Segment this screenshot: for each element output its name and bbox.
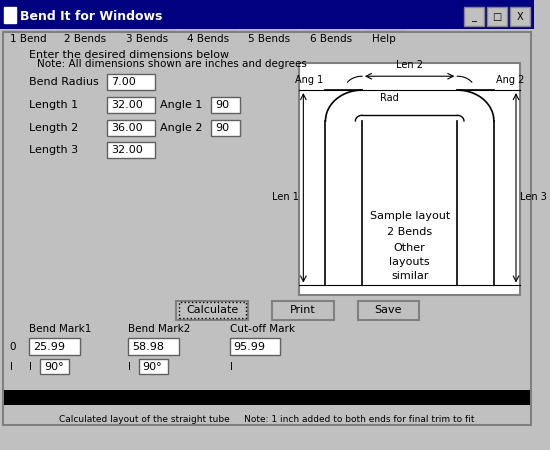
FancyBboxPatch shape (118, 31, 176, 47)
Text: Bend It for Windows: Bend It for Windows (20, 10, 163, 23)
Text: I: I (29, 362, 32, 372)
Text: Length 2: Length 2 (29, 123, 79, 133)
Text: Angle 1: Angle 1 (160, 100, 202, 110)
Text: Ang 2: Ang 2 (496, 76, 525, 86)
Text: Note: All dimensions shown are inches and degrees: Note: All dimensions shown are inches an… (37, 59, 307, 69)
FancyBboxPatch shape (176, 301, 248, 320)
FancyBboxPatch shape (211, 120, 240, 136)
Text: 90: 90 (215, 100, 229, 110)
FancyBboxPatch shape (107, 120, 155, 136)
FancyBboxPatch shape (510, 7, 530, 26)
FancyBboxPatch shape (299, 63, 520, 295)
FancyBboxPatch shape (487, 7, 507, 26)
Text: Other: Other (394, 243, 426, 253)
Text: Help: Help (372, 34, 396, 44)
Text: □: □ (492, 12, 502, 22)
FancyBboxPatch shape (40, 359, 69, 374)
Text: 7.00: 7.00 (111, 77, 136, 87)
FancyBboxPatch shape (179, 31, 238, 47)
FancyBboxPatch shape (272, 301, 334, 320)
Text: 90°: 90° (44, 361, 63, 372)
Text: Len 2: Len 2 (396, 60, 423, 70)
Text: Calculated layout of the straight tube     Note: 1 inch added to both ends for f: Calculated layout of the straight tube N… (59, 415, 475, 424)
Text: I: I (128, 362, 131, 372)
Text: 5 Bends: 5 Bends (249, 34, 290, 44)
Text: 3 Bends: 3 Bends (126, 34, 168, 44)
FancyBboxPatch shape (139, 359, 168, 374)
FancyBboxPatch shape (4, 390, 530, 405)
Text: X: X (516, 12, 523, 22)
Text: Enter the desired dimensions below: Enter the desired dimensions below (29, 50, 229, 60)
Text: 95.99: 95.99 (233, 342, 265, 351)
Text: 4 Bends: 4 Bends (187, 34, 229, 44)
FancyBboxPatch shape (3, 31, 53, 47)
FancyBboxPatch shape (107, 142, 155, 158)
Text: 2 Bends: 2 Bends (64, 34, 107, 44)
FancyBboxPatch shape (128, 338, 179, 355)
FancyBboxPatch shape (358, 301, 419, 320)
Text: Cut-off Mark: Cut-off Mark (229, 324, 295, 334)
Text: Bend Mark1: Bend Mark1 (29, 324, 92, 334)
Text: similar: similar (391, 271, 428, 281)
FancyBboxPatch shape (229, 338, 280, 355)
FancyBboxPatch shape (363, 31, 406, 47)
Text: I: I (229, 362, 233, 372)
Text: _: _ (471, 12, 476, 22)
FancyBboxPatch shape (0, 0, 534, 29)
Text: 1 Bend: 1 Bend (10, 34, 46, 44)
FancyBboxPatch shape (240, 31, 299, 47)
Text: layouts: layouts (389, 257, 430, 267)
Text: Ang 1: Ang 1 (295, 76, 323, 86)
Text: I: I (9, 362, 13, 372)
FancyBboxPatch shape (56, 31, 115, 47)
Text: Bend Mark2: Bend Mark2 (128, 324, 190, 334)
FancyBboxPatch shape (301, 31, 360, 47)
Text: 6 Bends: 6 Bends (310, 34, 352, 44)
Text: 32.00: 32.00 (111, 145, 143, 155)
FancyBboxPatch shape (211, 97, 240, 113)
FancyBboxPatch shape (464, 7, 483, 26)
Text: Len 1: Len 1 (272, 193, 299, 202)
FancyBboxPatch shape (4, 7, 16, 23)
Text: Print: Print (290, 305, 316, 315)
Text: Save: Save (375, 305, 402, 315)
Text: 58.98: 58.98 (132, 342, 164, 351)
Text: 32.00: 32.00 (111, 100, 143, 110)
Text: 25.99: 25.99 (33, 342, 65, 351)
FancyBboxPatch shape (29, 338, 80, 355)
Text: Calculate: Calculate (186, 305, 238, 315)
Text: Length 3: Length 3 (29, 145, 79, 155)
FancyBboxPatch shape (3, 32, 531, 425)
Text: Sample layout: Sample layout (370, 211, 450, 221)
Text: Len 3: Len 3 (520, 193, 547, 202)
Text: Rad: Rad (379, 93, 399, 103)
Text: Bend Radius: Bend Radius (29, 77, 99, 87)
Text: 36.00: 36.00 (111, 123, 142, 133)
Text: 90°: 90° (142, 361, 162, 372)
Text: 0: 0 (9, 342, 16, 351)
FancyBboxPatch shape (107, 74, 155, 90)
FancyBboxPatch shape (107, 97, 155, 113)
Text: Length 1: Length 1 (29, 100, 79, 110)
Text: 2 Bends: 2 Bends (387, 227, 432, 237)
Text: Angle 2: Angle 2 (160, 123, 202, 133)
Text: 90: 90 (215, 123, 229, 133)
